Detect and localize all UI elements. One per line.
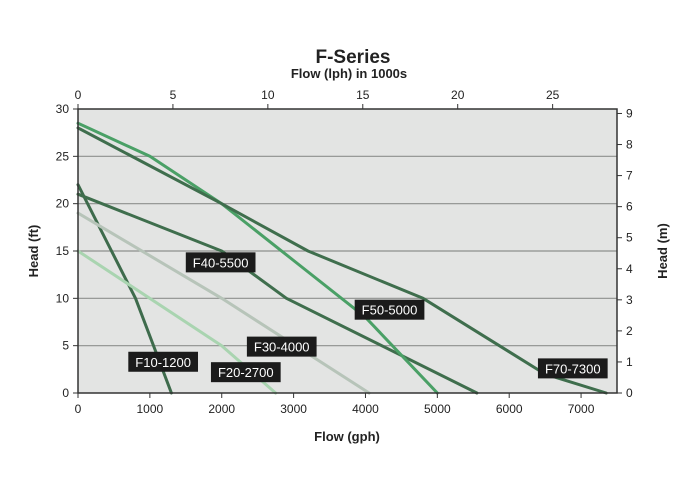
series-label-f50-5000: F50-5000: [354, 299, 425, 320]
y-tick-label: 25: [56, 149, 70, 163]
chart-subtitle: Flow (lph) in 1000s: [291, 66, 407, 81]
series-label-text: F30-4000: [254, 340, 310, 355]
series-line-f40-5500: [76, 192, 479, 395]
y-tick-label: 30: [56, 102, 70, 116]
x2-tick-label: 20: [451, 88, 465, 102]
series-line-f50-5000: [76, 121, 439, 395]
y2-tick-label: 7: [626, 169, 633, 183]
y2-tick-label: 2: [626, 324, 633, 338]
series-label-box: [354, 299, 425, 320]
series-label-box: [128, 351, 199, 372]
series-label-f20-2700: F20-2700: [210, 362, 281, 383]
x-tick-label: 7000: [568, 402, 595, 416]
series-labels: F10-1200 F20-2700 F30-4000 F40-5500 F50-5000…: [128, 252, 608, 383]
series-label-f10-1200: F10-1200: [128, 351, 199, 372]
series-label-text: F20-2700: [218, 365, 274, 380]
series-label-box: [185, 252, 256, 273]
x2-tick-label: 25: [546, 88, 560, 102]
y2-tick-label: 3: [626, 293, 633, 307]
x-tick-label: 6000: [496, 402, 523, 416]
series-label-text: F50-5000: [362, 303, 418, 318]
series-label-box: [246, 336, 317, 357]
x2-tick-label: 15: [356, 88, 370, 102]
x-tick-label: 1000: [137, 402, 164, 416]
y-axis-label: Head (ft): [26, 225, 41, 278]
y2-tick-label: 8: [626, 138, 633, 152]
series-label-f30-4000: F30-4000: [246, 336, 317, 357]
x2-tick-label: 5: [170, 88, 177, 102]
x-tick-label: 5000: [424, 402, 451, 416]
x-tick-label: 2000: [208, 402, 235, 416]
y-tick-label: 20: [56, 197, 70, 211]
chart-title: F-Series: [316, 47, 391, 68]
x2-tick-label: 10: [261, 88, 275, 102]
y2-tick-label: 9: [626, 106, 633, 120]
y2-tick-label: 4: [626, 262, 633, 276]
x-tick-label: 4000: [352, 402, 379, 416]
series-label-text: F40-5500: [193, 255, 249, 270]
y2-tick-label: 5: [626, 231, 633, 245]
series-label-f70-7300: F70-7300: [537, 358, 608, 379]
grid-lines: [78, 155, 617, 347]
y-tick-label: 5: [62, 339, 69, 353]
y-tick-label: 0: [62, 386, 69, 400]
y2-tick-label: 1: [626, 355, 633, 369]
y2-tick-label: 0: [626, 386, 633, 400]
series-label-f40-5500: F40-5500: [185, 252, 256, 273]
series-label-text: F70-7300: [545, 361, 601, 376]
series-label-box: [210, 362, 281, 383]
x-tick-label: 3000: [280, 402, 307, 416]
y2-axis-label: Head (m): [655, 223, 670, 279]
y2-tick-label: 6: [626, 200, 633, 214]
y-tick-label: 15: [56, 244, 70, 258]
series-label-box: [537, 358, 608, 379]
x-tick-label: 0: [75, 402, 82, 416]
series-label-text: F10-1200: [135, 355, 191, 370]
y-tick-label: 10: [56, 291, 70, 305]
series-line-f30-4000: [76, 211, 371, 395]
x2-tick-label: 0: [75, 88, 82, 102]
x-axis-label: Flow (gph): [314, 429, 380, 444]
